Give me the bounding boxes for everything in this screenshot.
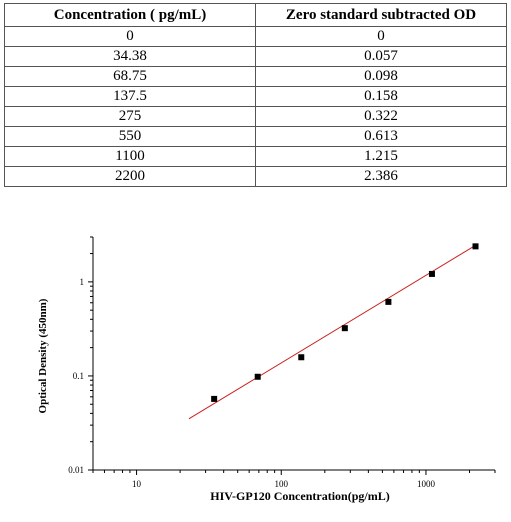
data-point bbox=[428, 270, 435, 277]
data-point bbox=[472, 243, 479, 250]
header-concentration: Concentration ( pg/mL) bbox=[4, 3, 256, 27]
table-header-row: Concentration ( pg/mL) Zero standard sub… bbox=[4, 3, 507, 27]
data-point bbox=[341, 325, 348, 332]
cell-concentration: 2200 bbox=[4, 166, 256, 187]
y-tick-label: 0.1 bbox=[73, 371, 84, 381]
chart-axes: 10 100 1000 0.01 0.1 1 bbox=[68, 236, 496, 489]
table-row: 137.5 0.158 bbox=[4, 86, 507, 107]
fit-line-group bbox=[188, 243, 479, 420]
table-row: 1100 1.215 bbox=[4, 146, 507, 167]
data-point bbox=[298, 354, 305, 361]
table-row: 2200 2.386 bbox=[4, 166, 507, 187]
y-tick-label: 0.01 bbox=[68, 465, 84, 475]
table-row: 34.38 0.057 bbox=[4, 46, 507, 67]
x-tick-label: 1000 bbox=[417, 479, 436, 489]
y-tick-label: 1 bbox=[80, 277, 85, 287]
y-axis-label: Optical Density (450nm) bbox=[37, 298, 49, 413]
standard-curve-table: Concentration ( pg/mL) Zero standard sub… bbox=[4, 3, 507, 187]
data-points-group bbox=[211, 243, 479, 402]
header-od: Zero standard subtracted OD bbox=[255, 3, 507, 27]
cell-od: 0.613 bbox=[255, 126, 507, 147]
cell-concentration: 34.38 bbox=[4, 46, 256, 67]
table-row: 550 0.613 bbox=[4, 126, 507, 147]
fit-line bbox=[188, 243, 479, 420]
cell-od: 1.215 bbox=[255, 146, 507, 167]
x-tick-label: 100 bbox=[275, 479, 289, 489]
cell-od: 2.386 bbox=[255, 166, 507, 187]
data-point bbox=[254, 373, 261, 380]
x-tick-label: 10 bbox=[132, 479, 142, 489]
data-point bbox=[385, 298, 392, 305]
x-axis-label: HIV-GP120 Concentration(pg/mL) bbox=[210, 489, 389, 503]
data-point bbox=[211, 395, 218, 402]
